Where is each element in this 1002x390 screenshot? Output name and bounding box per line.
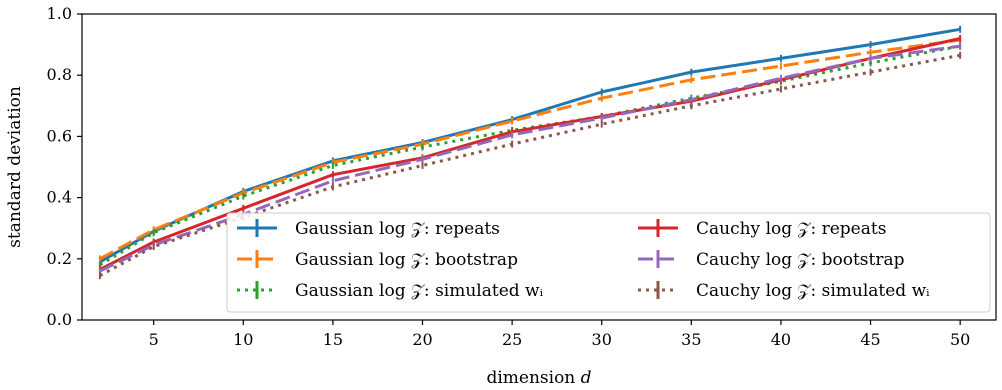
legend-label-2: Gaussian log 𝒵: bootstrap bbox=[295, 250, 518, 270]
y-tick-label: 0.0 bbox=[47, 310, 72, 329]
legend: Gaussian log 𝒵: repeats Gaussian log 𝒵: b… bbox=[226, 212, 991, 313]
x-tick-label: 15 bbox=[323, 330, 343, 349]
y-tick-label: 1.0 bbox=[47, 4, 72, 23]
x-tick-label: 35 bbox=[681, 330, 701, 349]
x-tick-label: 10 bbox=[233, 330, 253, 349]
y-tick-label: 0.8 bbox=[47, 65, 72, 84]
y-axis-label: standard deviation bbox=[5, 86, 25, 248]
x-tick-label: 40 bbox=[771, 330, 791, 349]
legend-label-5: Cauchy log 𝒵: bootstrap bbox=[696, 250, 905, 270]
y-tick-label: 0.2 bbox=[47, 249, 72, 268]
x-axis: 5 10 15 20 25 30 35 40 45 50 bbox=[149, 320, 970, 349]
y-tick-label: 0.4 bbox=[47, 188, 72, 207]
legend-label-1: Gaussian log 𝒵: repeats bbox=[295, 219, 500, 239]
legend-label-4: Cauchy log 𝒵: repeats bbox=[696, 219, 886, 239]
x-tick-label: 45 bbox=[860, 330, 880, 349]
series-line-2 bbox=[99, 38, 961, 261]
series-line-5 bbox=[99, 44, 961, 273]
x-tick-label: 20 bbox=[412, 330, 432, 349]
x-tick-label: 50 bbox=[950, 330, 970, 349]
legend-box bbox=[226, 212, 991, 313]
x-tick-label: 5 bbox=[149, 330, 159, 349]
legend-label-3: Gaussian log 𝒵: simulated wᵢ bbox=[295, 281, 544, 301]
plot-lines bbox=[98, 25, 962, 280]
plot-frame bbox=[81, 13, 997, 321]
legend-label-6: Cauchy log 𝒵: simulated wᵢ bbox=[696, 281, 930, 301]
x-axis-label: dimension d bbox=[486, 368, 591, 388]
x-tick-label: 30 bbox=[592, 330, 612, 349]
x-tick-label: 25 bbox=[502, 330, 522, 349]
y-axis: 0.0 0.2 0.4 0.6 0.8 1.0 bbox=[47, 4, 82, 329]
y-tick-label: 0.6 bbox=[47, 126, 72, 145]
